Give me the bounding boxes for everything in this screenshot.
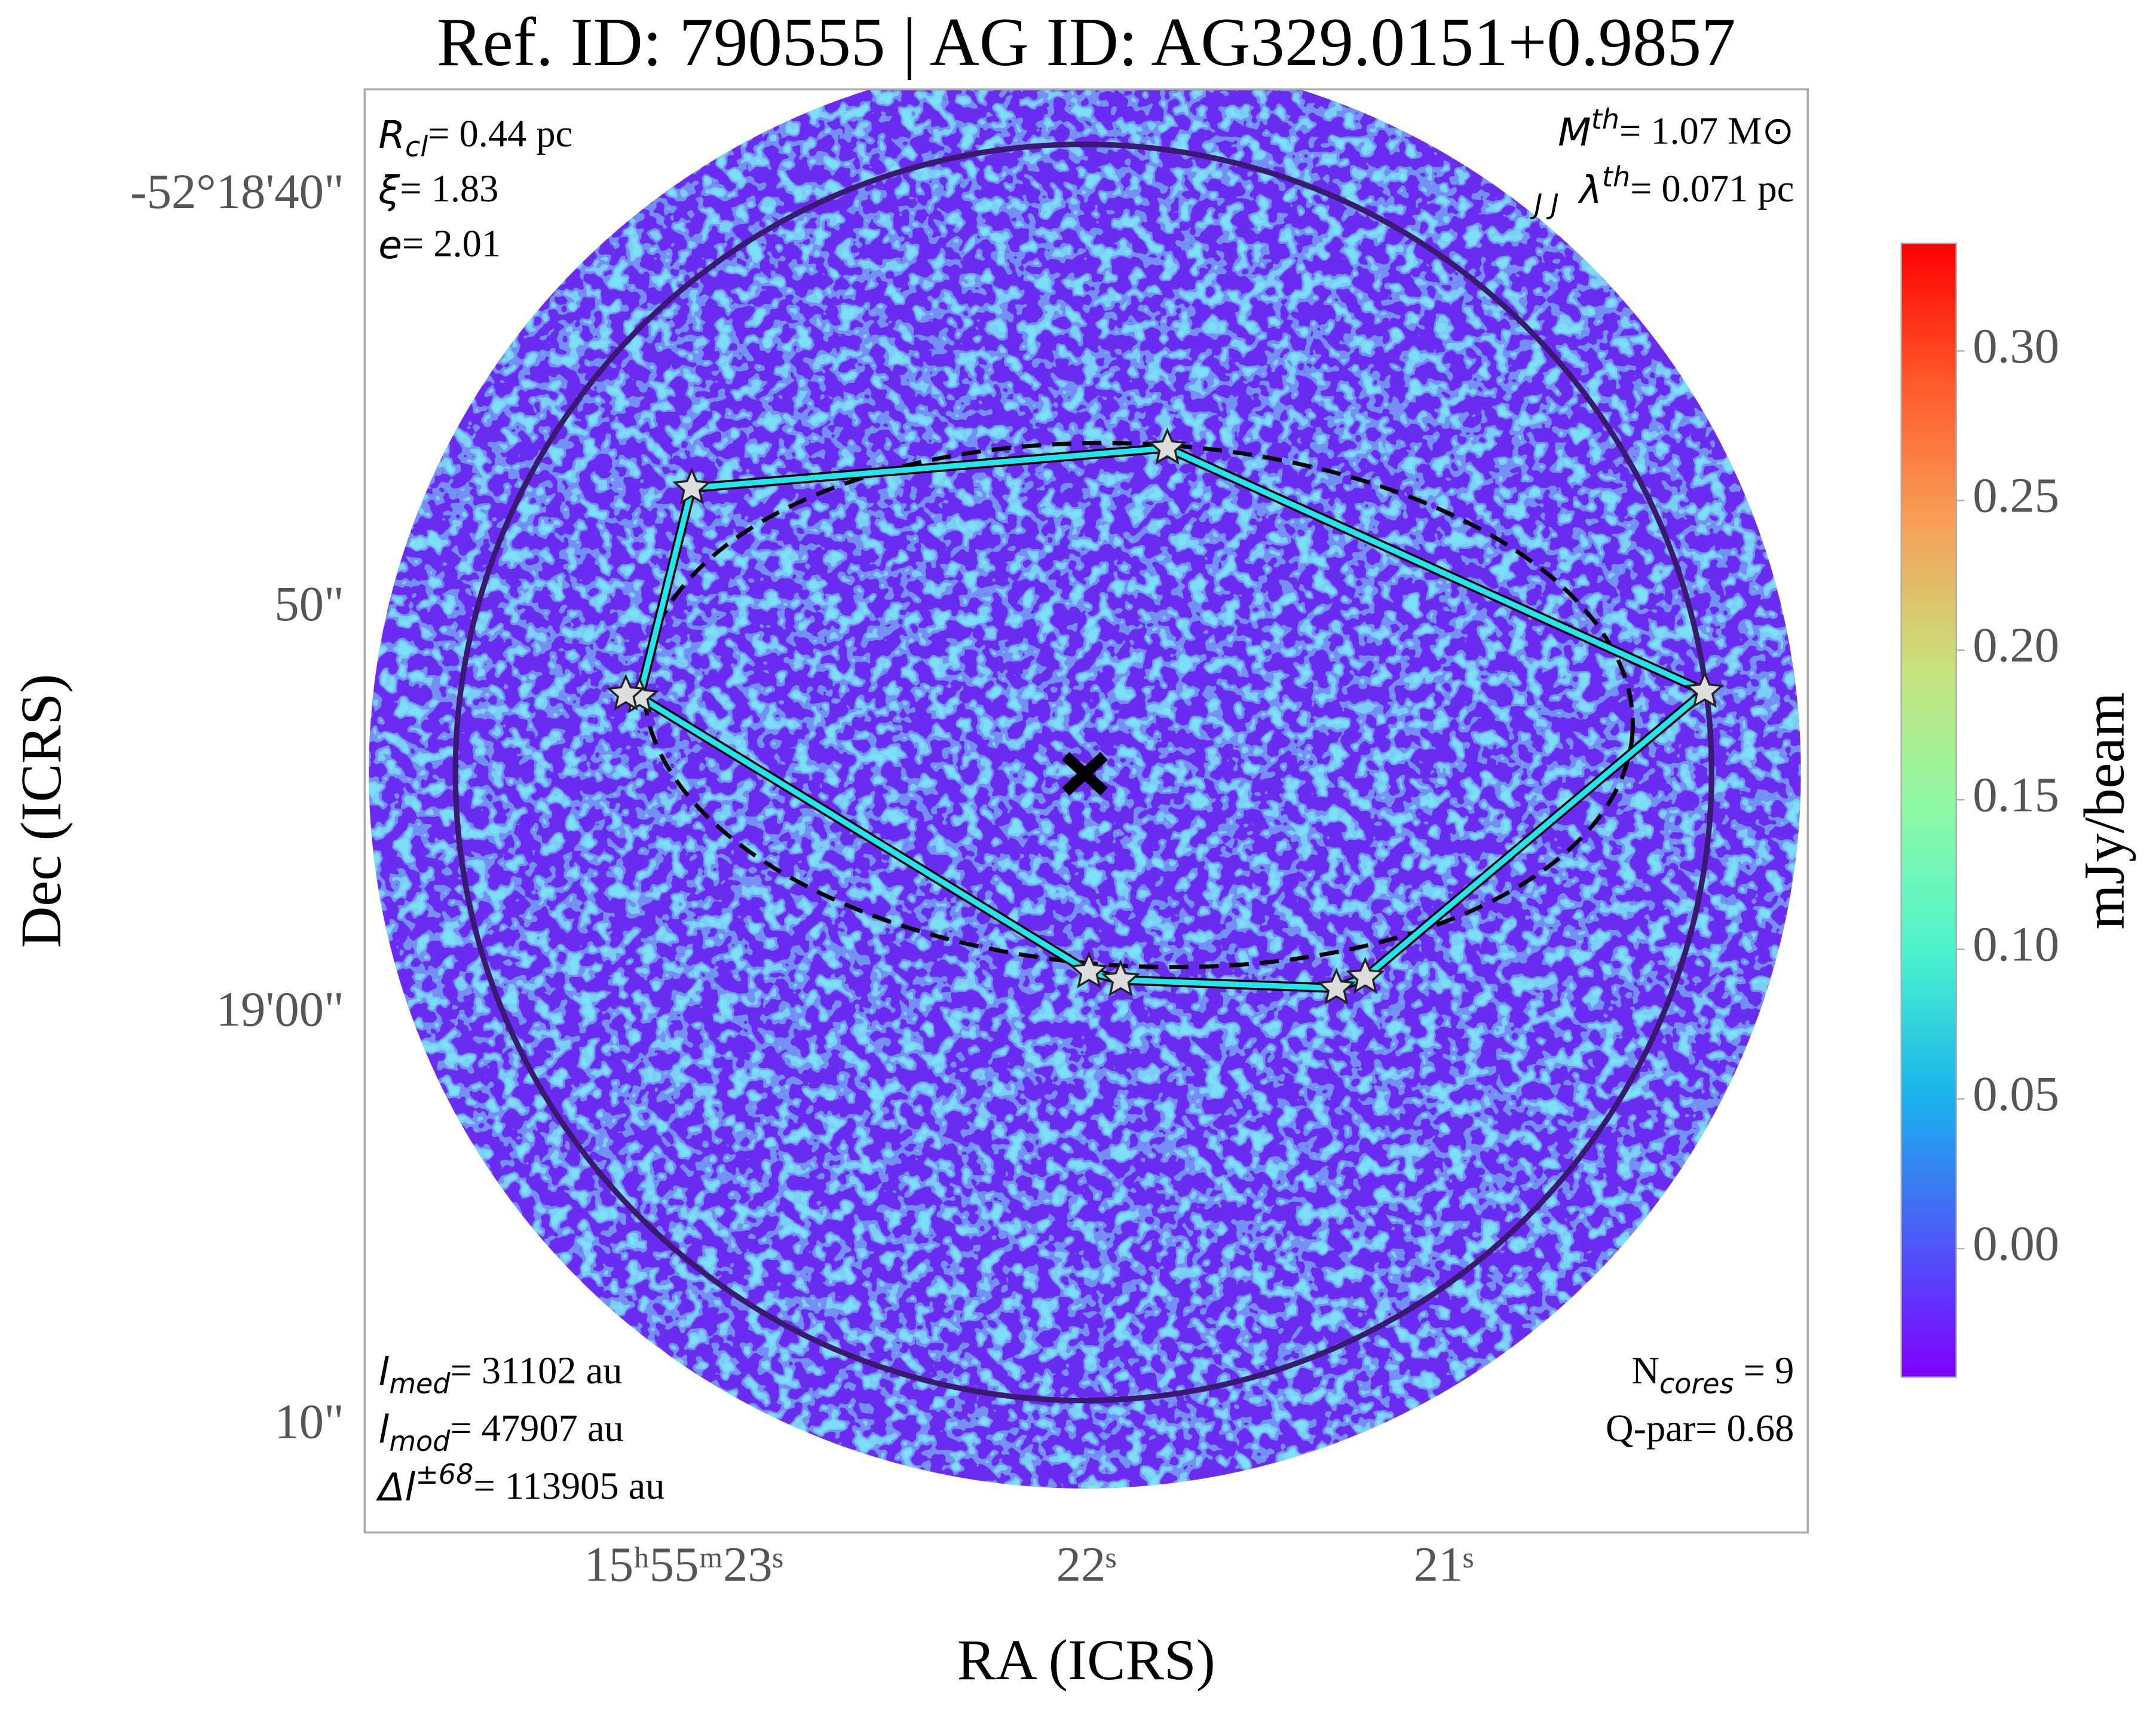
cores xyxy=(606,427,1725,1005)
annotation: Δl±68= 113905 au xyxy=(375,1458,664,1510)
annotation: ξ= 1.83 xyxy=(378,167,498,213)
noise xyxy=(369,89,1801,1489)
annotation: λth= 0.071 pc xyxy=(1578,161,1794,213)
x-tick-label: 15ʰ55ᵐ23ˢ xyxy=(584,1537,783,1592)
frame xyxy=(363,88,1809,1534)
y-tick-label: -52°18'40" xyxy=(130,164,344,219)
colorbar-tick-label: 0.00 xyxy=(1973,1215,2059,1270)
core xyxy=(1147,427,1187,465)
core xyxy=(1101,959,1140,997)
core xyxy=(1069,951,1109,988)
annotation: lmed= 31102 au xyxy=(378,1349,622,1399)
colorbar xyxy=(1900,242,1957,1378)
x-axis-label: RA (ICRS) xyxy=(957,1628,1215,1692)
center-marker xyxy=(1062,752,1108,796)
annotation: Rcl= 0.44 pc xyxy=(378,112,572,163)
colorbar-tick-label: 0.15 xyxy=(1973,767,2059,822)
colorbar-tick-label: 0.25 xyxy=(1973,468,2059,523)
colorbar-tick-label: 0.10 xyxy=(1973,917,2059,972)
annotation: e= 2.01 xyxy=(378,222,501,268)
colorbar-tick-label: 0.20 xyxy=(1973,617,2059,672)
annotation: Mth= 1.07 M⊙ xyxy=(1558,103,1794,155)
image xyxy=(369,89,1801,1489)
core xyxy=(606,673,645,711)
x-tick-label: 21ˢ xyxy=(1414,1537,1474,1592)
annotation-sub: J xyxy=(1546,188,1559,221)
y-tick-label: 19'00" xyxy=(216,981,344,1036)
annotation: Q-par= 0.68 xyxy=(1606,1407,1794,1449)
core xyxy=(1685,670,1725,708)
y-tick-label: 10" xyxy=(274,1394,344,1448)
y-tick-label: 50" xyxy=(274,576,344,631)
annotation: lmod= 47907 au xyxy=(378,1407,623,1457)
y-axis-label: Dec (ICRS) xyxy=(9,674,73,948)
core xyxy=(1346,957,1385,994)
chart-title: Ref. ID: 790555 | AG ID: AG329.0151+0.98… xyxy=(437,4,1736,80)
colorbar-tick-label: 0.30 xyxy=(1973,318,2059,373)
annotation: Ncores = 9 xyxy=(1631,1349,1794,1399)
colorbar-label: mJy/beam xyxy=(2072,692,2136,929)
core xyxy=(672,467,712,505)
core xyxy=(1316,967,1356,1005)
colorbar-tick-label: 0.05 xyxy=(1973,1066,2059,1121)
x-tick-label: 22ˢ xyxy=(1056,1537,1116,1592)
outer-circle xyxy=(452,141,1714,1404)
